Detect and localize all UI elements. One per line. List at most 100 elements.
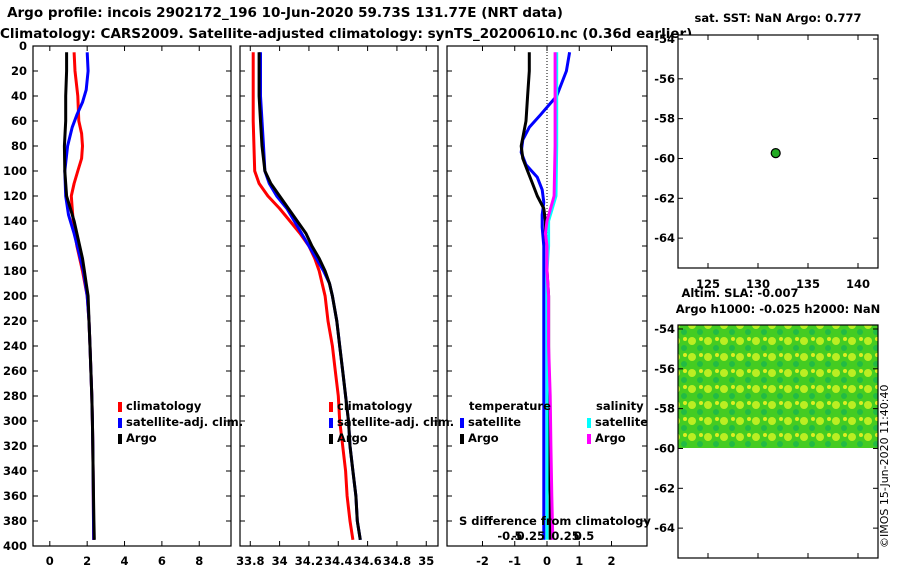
- x-tick-label: 34: [272, 554, 288, 568]
- legend-sal-argo: Argo: [595, 431, 626, 445]
- x-tick-label: 34.8: [383, 554, 411, 568]
- depth-tick-label: 380: [3, 514, 27, 528]
- map-x-tick-label: 135: [796, 277, 820, 291]
- depth-tick-label: 200: [3, 289, 27, 303]
- legend-swatch-sal-argo: [587, 434, 591, 444]
- series-climatology: [69, 52, 96, 540]
- s-difference-label: S difference from climatology: [459, 514, 651, 528]
- map-y-tick-label: -62: [654, 191, 675, 205]
- x-tick-label: 4: [121, 554, 129, 568]
- sla-y-tick-label: -58: [654, 402, 675, 416]
- s-tick-label: -0.5: [497, 529, 522, 543]
- legend-temp-argo: Argo: [468, 431, 499, 445]
- legend-difference-panel: temperature satellite Argo salinity sate…: [459, 399, 651, 528]
- series-argo: [62, 52, 96, 540]
- depth-tick-label: 340: [3, 464, 27, 478]
- sla-y-tick-label: -54: [654, 322, 675, 336]
- depth-tick-label: 180: [3, 264, 27, 278]
- map-y-tick-label: -56: [654, 72, 675, 86]
- map-y-tick-label: -58: [654, 112, 675, 126]
- sla-y-tick-label: -60: [654, 441, 675, 455]
- series-climatology: [251, 52, 355, 541]
- depth-tick-label: 300: [3, 414, 27, 428]
- sst-map-axes: 125 130 135 140 -54 -56 -58 -60 -62 -64: [654, 32, 878, 291]
- salinity-panel: [239, 45, 439, 547]
- depth-tick-label: 160: [3, 239, 27, 253]
- legend-swatch-climatology: [118, 402, 122, 412]
- x-tick-label: 2: [608, 554, 616, 568]
- x-tick-label: 34.6: [353, 554, 381, 568]
- x-tick-label: 0: [543, 554, 551, 568]
- depth-tick-label: 360: [3, 489, 27, 503]
- s-tick-label: -0.25: [512, 529, 545, 543]
- depth-tick-label: 400: [3, 539, 27, 553]
- legend-satellite-adj-2: satellite-adj. clim.: [337, 415, 454, 429]
- legend-climatology-2: climatology: [337, 399, 413, 413]
- chart-title-line2: Climatology: CARS2009. Satellite-adjuste…: [0, 26, 693, 42]
- argo-position-marker: [770, 147, 781, 159]
- x-tick-label: 6: [158, 554, 166, 568]
- map-x-tick-label: 125: [696, 277, 720, 291]
- legend-sal-satellite: satellite: [595, 415, 648, 429]
- legend-swatch-climatology-2: [329, 402, 333, 412]
- legend-temp-satellite: satellite: [468, 415, 521, 429]
- depth-tick-label: 240: [3, 339, 27, 353]
- sla-y-tick-label: -62: [654, 481, 675, 495]
- sla-map-panel: [677, 324, 879, 559]
- legend-satellite-adj: satellite-adj. clim.: [126, 415, 243, 429]
- legend-swatch-sal-satellite: [587, 418, 591, 428]
- map-x-tick-label: 140: [846, 277, 870, 291]
- legend-swatch-satellite: [118, 418, 122, 428]
- s-tick-label: 0.5: [574, 529, 594, 543]
- legend-swatch-argo: [118, 434, 122, 444]
- map-x-tick-label: 130: [746, 277, 770, 291]
- x-tick-label: 33.8: [236, 554, 264, 568]
- legend-salinity-panel: climatology satellite-adj. clim. Argo: [329, 399, 454, 445]
- sla-map-title1: Altim. SLA: -0.007: [681, 286, 798, 300]
- legend-salinity-heading: salinity: [596, 399, 644, 413]
- series-argo: [257, 52, 362, 541]
- series-temperature-satellite: [519, 52, 572, 540]
- map-y-tick-label: -60: [654, 151, 675, 165]
- depth-tick-label: 140: [3, 214, 27, 228]
- x-tick-label: 0: [46, 554, 54, 568]
- sst-map-title: sat. SST: NaN Argo: 0.777: [694, 11, 861, 25]
- x-tick-label: 8: [195, 554, 203, 568]
- legend-swatch-argo-2: [329, 434, 333, 444]
- s-difference-ticks: -0.5-0.25 0.250.5: [497, 529, 594, 543]
- sla-y-tick-label: -64: [654, 521, 675, 535]
- x-tick-label: 2: [83, 554, 91, 568]
- depth-tick-label: 40: [11, 89, 27, 103]
- legend-climatology: climatology: [126, 399, 202, 413]
- depth-tick-label: 80: [11, 139, 27, 153]
- legend-swatch-satellite-2: [329, 418, 333, 428]
- depth-tick-label: 260: [3, 364, 27, 378]
- legend-swatch-temp-argo: [460, 434, 464, 444]
- x-tick-label: -1: [508, 554, 521, 568]
- chart-title-line1: Argo profile: incois 2902172_196 10-Jun-…: [7, 5, 563, 21]
- depth-tick-label: 120: [3, 189, 27, 203]
- depth-axis: 0 20 40 60 80 100 120 140 160 180 200 220 240 260 280 3…: [3, 39, 647, 553]
- sla-map-axes: -54 -56 -58 -60 -62 -64: [654, 322, 878, 558]
- sla-y-tick-label: -56: [654, 362, 675, 376]
- map-y-tick-label: -54: [654, 32, 675, 46]
- imos-watermark: ©IMOS 15-Jun-2020 11:40:40: [878, 384, 891, 548]
- x-tick-label: 34.4: [324, 554, 352, 568]
- legend-argo-2: Argo: [337, 431, 368, 445]
- depth-tick-label: 20: [11, 64, 27, 78]
- series-salinity-argo: [543, 52, 557, 540]
- sla-map-title2: Argo h1000: -0.025 h2000: NaN: [676, 302, 880, 316]
- sla-map-image: [678, 325, 878, 448]
- depth-tick-label: 320: [3, 439, 27, 453]
- depth-tick-label: 60: [11, 114, 27, 128]
- depth-tick-label: 0: [19, 39, 27, 53]
- x-tick-label: 34.2: [295, 554, 323, 568]
- x-tick-label: -2: [476, 554, 489, 568]
- depth-tick-label: 280: [3, 389, 27, 403]
- x-tick-label: 1: [575, 554, 583, 568]
- depth-tick-label: 220: [3, 314, 27, 328]
- depth-tick-label: 100: [3, 164, 27, 178]
- legend-swatch-temp-satellite: [460, 418, 464, 428]
- legend-temperature-panel: climatology satellite-adj. clim. Argo: [118, 399, 243, 445]
